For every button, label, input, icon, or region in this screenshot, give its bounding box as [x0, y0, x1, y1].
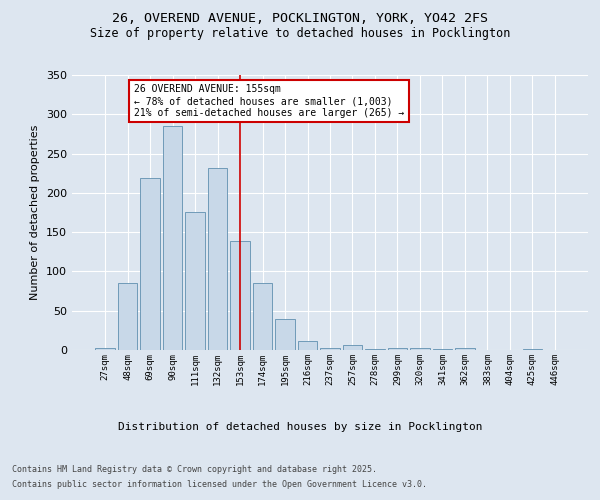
Bar	[185, 212, 205, 350]
Bar	[253, 283, 272, 350]
Bar	[95, 348, 115, 350]
Bar	[433, 349, 452, 350]
Bar	[118, 283, 137, 350]
Bar	[455, 348, 475, 350]
Text: Contains HM Land Registry data © Crown copyright and database right 2025.: Contains HM Land Registry data © Crown c…	[12, 465, 377, 474]
Bar	[163, 126, 182, 350]
Text: 26 OVEREND AVENUE: 155sqm
← 78% of detached houses are smaller (1,003)
21% of se: 26 OVEREND AVENUE: 155sqm ← 78% of detac…	[134, 84, 404, 117]
Text: 26, OVEREND AVENUE, POCKLINGTON, YORK, YO42 2FS: 26, OVEREND AVENUE, POCKLINGTON, YORK, Y…	[112, 12, 488, 26]
Bar	[275, 320, 295, 350]
Text: Size of property relative to detached houses in Pocklington: Size of property relative to detached ho…	[90, 28, 510, 40]
Bar	[320, 348, 340, 350]
Text: Distribution of detached houses by size in Pocklington: Distribution of detached houses by size …	[118, 422, 482, 432]
Bar	[343, 346, 362, 350]
Bar	[410, 348, 430, 350]
Bar	[365, 349, 385, 350]
Bar	[298, 342, 317, 350]
Bar	[208, 168, 227, 350]
Bar	[230, 241, 250, 350]
Bar	[523, 349, 542, 350]
Bar	[388, 348, 407, 350]
Y-axis label: Number of detached properties: Number of detached properties	[31, 125, 40, 300]
Text: Contains public sector information licensed under the Open Government Licence v3: Contains public sector information licen…	[12, 480, 427, 489]
Bar	[140, 178, 160, 350]
